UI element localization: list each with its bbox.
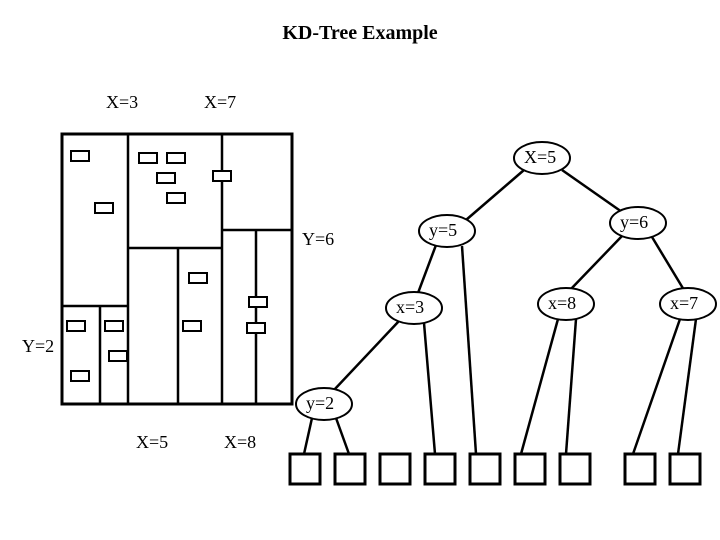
grid-label-X8: X=8 bbox=[224, 432, 256, 453]
grid-label-X7: X=7 bbox=[204, 92, 236, 113]
tree-label-n5: x=7 bbox=[670, 293, 698, 314]
tree-label-n4: x=8 bbox=[548, 293, 576, 314]
grid-label-Y6: Y=6 bbox=[302, 229, 334, 250]
tree-label-n1: y=5 bbox=[429, 220, 457, 241]
grid-label-X5b: X=5 bbox=[136, 432, 168, 453]
tree-label-n6: y=2 bbox=[306, 393, 334, 414]
diagram-svg bbox=[0, 0, 720, 540]
tree-label-root: X=5 bbox=[524, 147, 556, 168]
grid-label-Y2: Y=2 bbox=[22, 336, 54, 357]
grid-label-X3: X=3 bbox=[106, 92, 138, 113]
tree-label-n2: y=6 bbox=[620, 212, 648, 233]
tree-label-n3: x=3 bbox=[396, 297, 424, 318]
